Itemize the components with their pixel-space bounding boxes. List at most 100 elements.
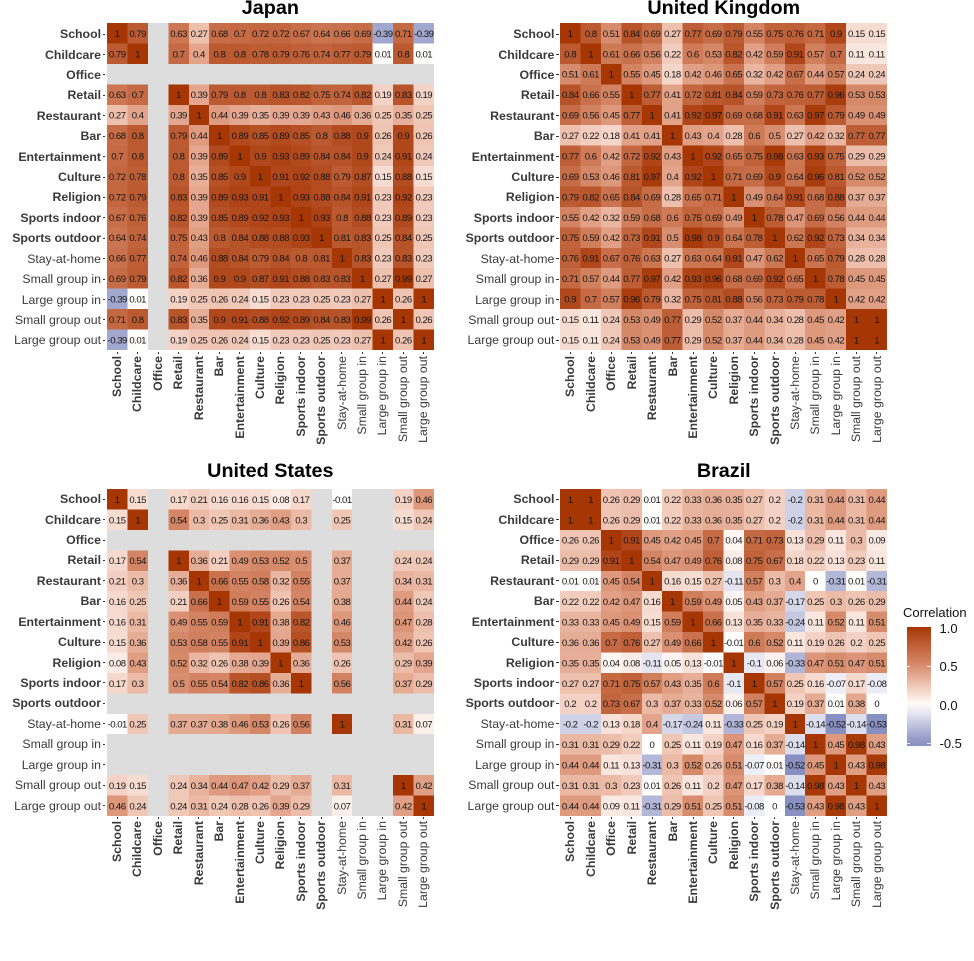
- svg-text:0.8: 0.8: [213, 50, 225, 61]
- svg-text:0.35: 0.35: [191, 172, 208, 183]
- svg-text:1: 1: [217, 131, 222, 142]
- svg-text:0.41: 0.41: [624, 131, 641, 142]
- svg-text:0.25: 0.25: [808, 597, 825, 608]
- svg-text:0.45: 0.45: [644, 70, 661, 81]
- svg-text:0.27: 0.27: [375, 274, 392, 285]
- svg-text:0.69: 0.69: [644, 29, 661, 40]
- svg-text:0.22: 0.22: [664, 515, 681, 526]
- svg-text:0.44: 0.44: [562, 801, 580, 812]
- svg-text:0.23: 0.23: [272, 295, 289, 306]
- svg-text:0.63: 0.63: [109, 91, 126, 102]
- svg-text:0.93: 0.93: [232, 193, 249, 204]
- svg-text:0.72: 0.72: [109, 172, 126, 183]
- svg-text:0.55: 0.55: [562, 213, 579, 224]
- svg-text:0.37: 0.37: [848, 193, 865, 204]
- svg-text:0.44: 0.44: [746, 336, 764, 347]
- svg-text:0.65: 0.65: [787, 274, 804, 285]
- svg-text:0.29: 0.29: [395, 658, 412, 669]
- svg-text:0.11: 0.11: [685, 740, 701, 751]
- svg-text:0.69: 0.69: [354, 29, 371, 40]
- svg-text:0.71: 0.71: [726, 172, 743, 183]
- svg-text:0.64: 0.64: [705, 254, 723, 265]
- svg-text:0.41: 0.41: [664, 111, 681, 122]
- svg-text:0.18: 0.18: [664, 70, 681, 81]
- svg-text:0.47: 0.47: [726, 740, 743, 751]
- svg-text:0.9: 0.9: [234, 274, 246, 285]
- svg-text:0.23: 0.23: [375, 193, 392, 204]
- svg-text:0.45: 0.45: [848, 274, 865, 285]
- svg-text:0.15: 0.15: [375, 172, 392, 183]
- svg-text:1: 1: [875, 315, 880, 326]
- svg-text:0.59: 0.59: [624, 213, 641, 224]
- svg-text:0.25: 0.25: [313, 295, 330, 306]
- svg-text:0.39: 0.39: [170, 111, 187, 122]
- svg-text:0.96: 0.96: [624, 295, 641, 306]
- svg-text:0.33: 0.33: [685, 515, 702, 526]
- svg-text:0.89: 0.89: [211, 193, 228, 204]
- svg-text:0.85: 0.85: [252, 131, 269, 142]
- svg-text:0.79: 0.79: [828, 254, 845, 265]
- svg-text:0.49: 0.49: [170, 617, 187, 628]
- svg-text:0.66: 0.66: [705, 617, 722, 628]
- svg-text:0.83: 0.83: [170, 193, 187, 204]
- svg-text:1: 1: [793, 719, 798, 730]
- svg-text:-0.33: -0.33: [786, 658, 806, 669]
- svg-text:0.24: 0.24: [415, 597, 433, 608]
- svg-text:0.08: 0.08: [624, 658, 641, 669]
- svg-text:0.84: 0.84: [232, 234, 250, 245]
- svg-text:0.15: 0.15: [562, 315, 579, 326]
- svg-text:0.45: 0.45: [808, 760, 825, 771]
- svg-text:0.89: 0.89: [293, 315, 310, 326]
- svg-text:0.36: 0.36: [293, 658, 310, 669]
- svg-text:0.59: 0.59: [746, 91, 763, 102]
- svg-text:0.98: 0.98: [869, 760, 886, 771]
- svg-text:1: 1: [340, 254, 345, 265]
- svg-text:0.91: 0.91: [232, 637, 249, 648]
- svg-text:-0.52: -0.52: [786, 760, 806, 771]
- svg-text:0: 0: [813, 576, 818, 587]
- svg-text:1: 1: [875, 801, 880, 812]
- svg-text:0.79: 0.79: [129, 29, 146, 40]
- svg-text:0.04: 0.04: [726, 535, 744, 546]
- svg-text:0.79: 0.79: [828, 111, 845, 122]
- svg-text:0.79: 0.79: [726, 29, 743, 40]
- svg-text:0.45: 0.45: [828, 740, 845, 751]
- svg-text:0.19: 0.19: [787, 699, 804, 710]
- svg-text:0.08: 0.08: [272, 494, 289, 505]
- svg-text:0.8: 0.8: [173, 172, 185, 183]
- svg-text:0.3: 0.3: [295, 515, 307, 526]
- svg-text:1: 1: [197, 111, 202, 122]
- svg-text:0.07: 0.07: [415, 719, 432, 730]
- svg-text:0.15: 0.15: [252, 295, 269, 306]
- svg-text:0.66: 0.66: [685, 637, 702, 648]
- svg-text:0.54: 0.54: [170, 515, 188, 526]
- svg-text:0.44: 0.44: [211, 780, 229, 791]
- svg-text:0.39: 0.39: [191, 91, 208, 102]
- svg-text:1: 1: [197, 576, 202, 587]
- svg-text:0.65: 0.65: [685, 193, 702, 204]
- svg-text:0.9: 0.9: [830, 29, 842, 40]
- svg-text:0.45: 0.45: [808, 315, 825, 326]
- svg-text:0.28: 0.28: [726, 131, 743, 142]
- svg-text:0.74: 0.74: [334, 91, 352, 102]
- svg-text:0.27: 0.27: [583, 678, 600, 689]
- svg-text:0.57: 0.57: [603, 295, 620, 306]
- svg-text:0.19: 0.19: [415, 91, 432, 102]
- svg-text:0.26: 0.26: [603, 494, 620, 505]
- svg-text:0.37: 0.37: [808, 699, 825, 710]
- svg-text:1: 1: [176, 91, 181, 102]
- svg-text:-0.2: -0.2: [788, 515, 803, 526]
- svg-text:0.88: 0.88: [272, 234, 289, 245]
- svg-text:0.79: 0.79: [129, 274, 146, 285]
- svg-text:0.52: 0.52: [705, 315, 722, 326]
- svg-text:0.31: 0.31: [415, 576, 432, 587]
- svg-text:0.92: 0.92: [395, 193, 412, 204]
- svg-text:0.96: 0.96: [828, 91, 845, 102]
- svg-text:0.73: 0.73: [767, 535, 784, 546]
- svg-text:0.67: 0.67: [624, 699, 641, 710]
- svg-text:0.2: 0.2: [851, 637, 863, 648]
- svg-text:0.29: 0.29: [583, 556, 600, 567]
- svg-text:0.72: 0.72: [272, 29, 289, 40]
- svg-text:0.08: 0.08: [726, 556, 743, 567]
- svg-text:1: 1: [568, 494, 573, 505]
